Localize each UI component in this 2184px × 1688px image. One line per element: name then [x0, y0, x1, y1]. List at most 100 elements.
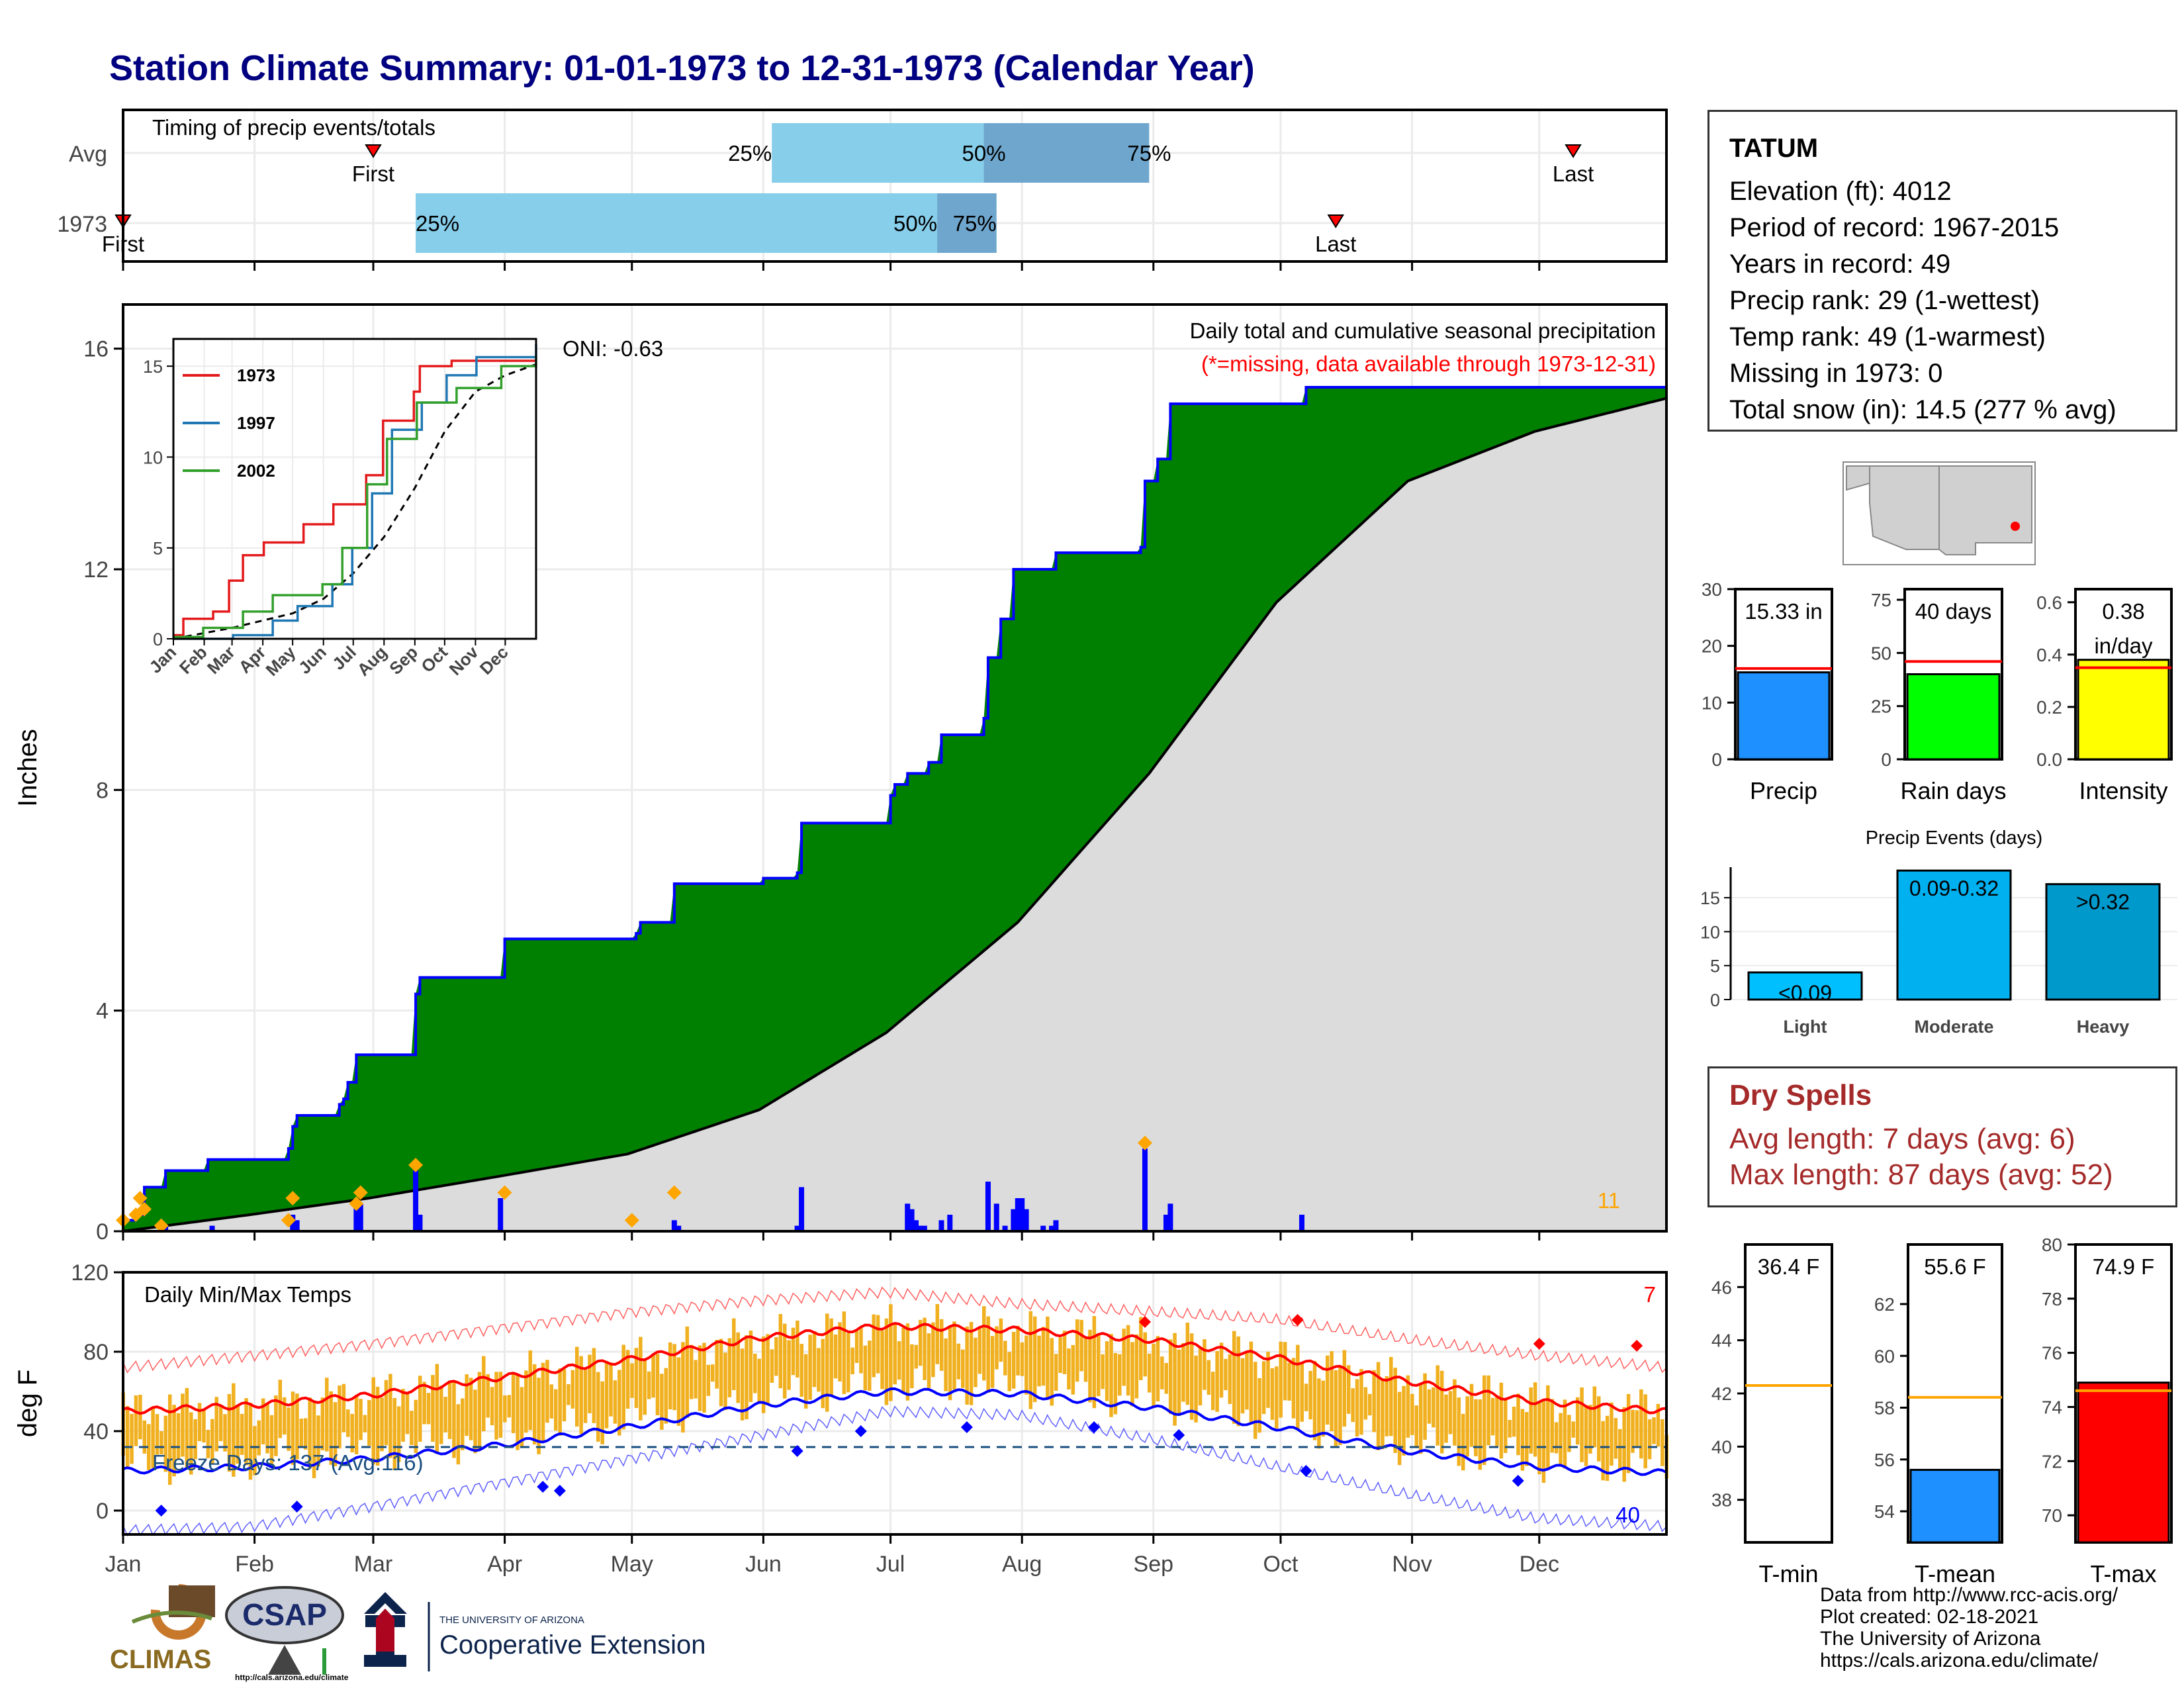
daily-range-bar — [1351, 1388, 1355, 1423]
y-tick-label: 0 — [96, 1499, 109, 1524]
summary-bar-charts: 15.33 in 0 10 20 30 Precip 40 days 0 25 50 75 Rain … — [1702, 579, 2173, 804]
daily-range-bar — [528, 1350, 533, 1430]
daily-range-bar — [223, 1414, 227, 1452]
daily-range-bar — [927, 1333, 931, 1388]
daily-range-bar — [1312, 1361, 1317, 1440]
daily-range-bar — [1261, 1361, 1266, 1415]
value-label: in/day — [2094, 633, 2153, 658]
quartile-bar-50-75 — [937, 193, 997, 253]
event-marker — [1327, 214, 1345, 228]
daily-rain-bar — [353, 1203, 359, 1231]
daily-rain-bar — [357, 1203, 363, 1231]
y-tick-label: 0 — [1710, 990, 1720, 1010]
daily-range-bar — [524, 1370, 528, 1433]
record-min-line — [122, 1405, 1667, 1537]
daily-range-bar — [482, 1356, 486, 1432]
record-cold-marker — [1088, 1421, 1101, 1433]
y-tick-label: 12 — [83, 557, 109, 583]
daily-range-bar — [1189, 1333, 1194, 1420]
daily-range-bar — [1631, 1409, 1635, 1453]
daily-range-bar — [151, 1407, 155, 1468]
daily-range-bar — [1656, 1403, 1661, 1447]
daily-range-bar — [202, 1409, 206, 1443]
daily-range-bar — [261, 1398, 265, 1445]
daily-range-bar — [303, 1418, 308, 1450]
daily-range-bar — [850, 1347, 854, 1375]
inset-normal-line — [173, 363, 537, 640]
inset-legend-label: 1973 — [237, 365, 275, 385]
daily-range-bar — [1622, 1407, 1626, 1482]
daily-range-bar — [689, 1344, 694, 1399]
daily-range-bar — [1490, 1397, 1495, 1436]
daily-range-bar — [740, 1348, 745, 1421]
daily-range-bar — [868, 1340, 872, 1391]
daily-range-bar — [706, 1364, 711, 1396]
x-tick-label: Mar — [354, 1552, 393, 1577]
y-tick-label: 38 — [1711, 1490, 1732, 1511]
daily-range-bar — [401, 1389, 405, 1442]
daily-range-bar — [676, 1357, 681, 1426]
daily-range-bar — [974, 1337, 978, 1387]
daily-range-bar — [138, 1394, 142, 1440]
daily-range-bar — [1432, 1387, 1435, 1428]
category-label: Precip — [1750, 777, 1817, 804]
daily-range-bar — [1206, 1360, 1211, 1395]
x-tick-label: Sep — [1134, 1552, 1174, 1577]
station-period: Period of record: 1967-2015 — [1729, 213, 2060, 242]
daily-range-bar — [787, 1340, 791, 1390]
inset-series-line — [173, 344, 537, 640]
station-info-box: TATUM Elevation (ft): 4012 Period of rec… — [1707, 110, 2177, 432]
y-tick-label: 4 — [96, 999, 109, 1024]
daily-range-bar — [414, 1399, 418, 1454]
daily-range-bar — [1414, 1405, 1419, 1448]
y-tick-label: 78 — [2042, 1289, 2062, 1309]
y-tick-label: 56 — [1874, 1450, 1895, 1470]
daily-range-bar — [431, 1375, 435, 1442]
daily-range-bar — [1088, 1329, 1092, 1403]
daily-range-bar — [1194, 1355, 1198, 1423]
daily-range-bar — [625, 1350, 630, 1409]
daily-range-bar — [1275, 1366, 1279, 1429]
daily-range-bar — [876, 1315, 880, 1374]
daily-range-bar — [1097, 1335, 1101, 1397]
event-category-label: Light — [1784, 1017, 1827, 1037]
y-tick-label: 120 — [71, 1260, 109, 1286]
y-axis-label: Inches — [13, 729, 42, 807]
daily-range-bar — [774, 1336, 778, 1376]
cold-count: 40 — [1615, 1503, 1640, 1527]
daily-rain-bar — [209, 1225, 215, 1231]
daily-range-bar — [1418, 1384, 1423, 1454]
daily-range-bar — [1215, 1351, 1219, 1412]
data-source-footer: Data from http://www.rcc-acis.org/ Plot … — [1820, 1584, 2118, 1671]
daily-range-bar — [380, 1397, 384, 1452]
daily-range-bar — [1156, 1336, 1160, 1402]
daily-range-bar — [1024, 1335, 1028, 1395]
daily-range-bar — [253, 1426, 257, 1476]
daily-range-bar — [935, 1303, 940, 1364]
daily-range-bar — [562, 1368, 567, 1422]
y-tick-label: 60 — [1874, 1346, 1895, 1366]
daily-range-bar — [371, 1377, 375, 1465]
daily-range-bar — [723, 1352, 727, 1411]
daily-range-bar — [520, 1387, 524, 1448]
daily-range-bar — [1198, 1348, 1203, 1406]
daily-range-bar — [961, 1349, 965, 1388]
y-tick-label: 0 — [1711, 749, 1722, 770]
snow-marker — [408, 1158, 424, 1172]
freeze-days-label: Freeze Days: 137 (Avg:116) — [152, 1450, 424, 1475]
daily-range-bar — [736, 1332, 740, 1403]
daily-range-bar — [1618, 1429, 1622, 1471]
daily-range-bar — [952, 1321, 956, 1390]
daily-range-bar — [791, 1327, 796, 1376]
inset-y-tick-label: 10 — [143, 447, 163, 467]
value-bar — [1909, 1468, 2001, 1544]
daily-range-bar — [1439, 1370, 1444, 1454]
y-tick-label: 0.4 — [2036, 645, 2062, 665]
daily-range-bar — [1334, 1370, 1338, 1446]
daily-range-bar — [1559, 1413, 1563, 1467]
daily-range-bar — [1113, 1352, 1118, 1415]
daily-range-bar — [490, 1387, 494, 1426]
daily-range-bar — [808, 1335, 812, 1400]
daily-range-bar — [749, 1331, 753, 1403]
record-cold-marker — [960, 1421, 973, 1433]
